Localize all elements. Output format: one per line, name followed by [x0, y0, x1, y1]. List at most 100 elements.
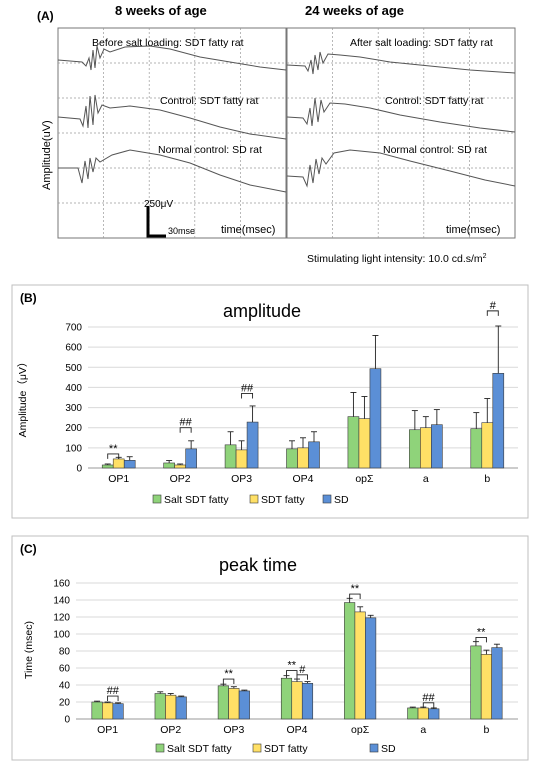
significance-bracket	[422, 702, 435, 708]
legend-b-sd: SD	[334, 494, 349, 506]
bar	[217, 685, 229, 720]
y-tick-label: 160	[53, 579, 70, 590]
bar	[301, 682, 314, 720]
bar	[470, 645, 482, 720]
bar	[347, 416, 360, 469]
significance-bracket	[486, 310, 499, 316]
scale-amp-label: 250μV	[144, 199, 173, 210]
x-tick-label: OP4	[286, 724, 307, 736]
legend-b-sdt: SDT fatty	[261, 494, 305, 506]
significance-marker: **	[224, 668, 233, 680]
significance-bracket	[296, 674, 308, 680]
bar	[91, 701, 103, 720]
y-tick-label: 100	[65, 443, 82, 454]
legend-c-sd: SD	[381, 743, 396, 755]
significance-marker: #	[299, 664, 306, 676]
chart-c-ylabel: Time (msec)	[23, 621, 35, 679]
x-tick-label: OP3	[223, 724, 244, 736]
legend-c-salt: Salt SDT fatty	[167, 743, 232, 755]
bar	[365, 617, 377, 720]
erg-trace-left-3	[58, 149, 287, 193]
bar	[101, 464, 114, 469]
significance-marker: ##	[107, 685, 120, 697]
significance-bracket	[107, 453, 120, 459]
significance-marker: **	[477, 626, 486, 638]
panel-a: (A) 8 weeks of age 24 weeks of age Ampli…	[37, 3, 516, 265]
bar	[297, 447, 309, 469]
chart-b-legend: Salt SDT fatty SDT fatty SD	[152, 494, 349, 506]
bar	[154, 693, 166, 720]
bar	[102, 702, 114, 720]
legend-b-salt: Salt SDT fatty	[164, 494, 229, 506]
bar	[224, 444, 237, 469]
chart-c-legend: Salt SDT fatty SDT fatty SD	[155, 743, 396, 755]
y-tick-label: 300	[65, 403, 82, 414]
bar	[409, 429, 421, 469]
bar	[431, 424, 443, 469]
erg-trace-left-1	[57, 45, 287, 71]
time-label-right: time(msec)	[446, 224, 500, 236]
y-tick-label: 140	[53, 596, 70, 607]
y-tick-label: 400	[65, 383, 82, 394]
bar	[163, 462, 175, 469]
scale-bar	[146, 206, 166, 238]
significance-marker: ##	[241, 382, 254, 394]
legend-c-swatch-sdt	[252, 743, 262, 753]
significance-bracket	[286, 670, 298, 676]
bar	[112, 703, 124, 720]
trace-label-right-3: Normal control: SD rat	[383, 144, 487, 156]
significance-marker: **	[351, 583, 360, 595]
legend-c-swatch-sd	[369, 743, 379, 753]
bar	[235, 449, 248, 469]
bar	[491, 647, 503, 720]
x-tick-label: opΣ	[351, 724, 370, 736]
trace-label-right-1: After salt loading: SDT fatty rat	[350, 37, 493, 49]
y-tick-label: 20	[59, 698, 71, 709]
x-tick-label: a	[423, 473, 429, 485]
erg-grid-right	[287, 28, 515, 238]
significance-bracket	[179, 427, 192, 433]
significance-bracket	[107, 695, 119, 702]
panel-c: (C) peak time Time (msec) 0 20 40 60 80 100 12…	[11, 535, 529, 761]
stim-text: Stimulating light intensity: 10.0 cd.s/m…	[307, 253, 487, 265]
y-tick-label: 200	[65, 423, 82, 434]
significance-marker: ##	[180, 417, 193, 429]
y-tick-label: 700	[65, 323, 82, 334]
significance-bracket	[241, 393, 254, 399]
bar	[407, 707, 419, 720]
bar	[481, 422, 494, 469]
significance-marker: **	[287, 660, 296, 672]
x-tick-label: b	[484, 724, 490, 736]
x-tick-label: a	[420, 724, 426, 736]
x-tick-label: OP1	[97, 724, 118, 736]
erg-trace-right-1	[286, 51, 516, 75]
legend-b-swatch-sdt	[249, 494, 259, 504]
y-tick-label: 600	[65, 343, 82, 354]
significance-bracket	[349, 593, 361, 600]
bar	[470, 428, 483, 469]
y-tick-label: 120	[53, 613, 70, 624]
bar	[246, 421, 259, 469]
x-tick-label: OP1	[108, 473, 129, 485]
panel-a-label: (A)	[37, 9, 54, 23]
x-tick-label: b	[484, 473, 490, 485]
y-tick-label: 0	[76, 464, 82, 475]
y-tick-label: 60	[59, 664, 71, 675]
bar	[291, 681, 303, 720]
y-tick-label: 80	[59, 647, 71, 658]
time-label-left: time(msec)	[221, 224, 275, 236]
erg-trace-right-2	[286, 97, 516, 133]
chart-b-plot: 0 100 200 300 400 500 600 700 OP1 OP2 OP3 OP4 opΣ a b *…	[65, 300, 518, 485]
significance-bracket	[475, 636, 487, 643]
bar	[358, 418, 371, 469]
trace-label-left-3: Normal control: SD rat	[158, 144, 262, 156]
legend-b-swatch-sd	[322, 494, 332, 504]
erg-trace-right-3	[286, 149, 516, 188]
significance-marker: ##	[422, 692, 435, 704]
y-tick-label: 40	[59, 681, 71, 692]
significance-marker: #	[490, 300, 497, 312]
bar	[354, 611, 366, 720]
chart-b-title: amplitude	[223, 301, 301, 321]
panel-b: (B) amplitude Amplitude（μV） 0 100 200 300 40…	[11, 284, 529, 519]
significance-marker: **	[109, 443, 118, 455]
